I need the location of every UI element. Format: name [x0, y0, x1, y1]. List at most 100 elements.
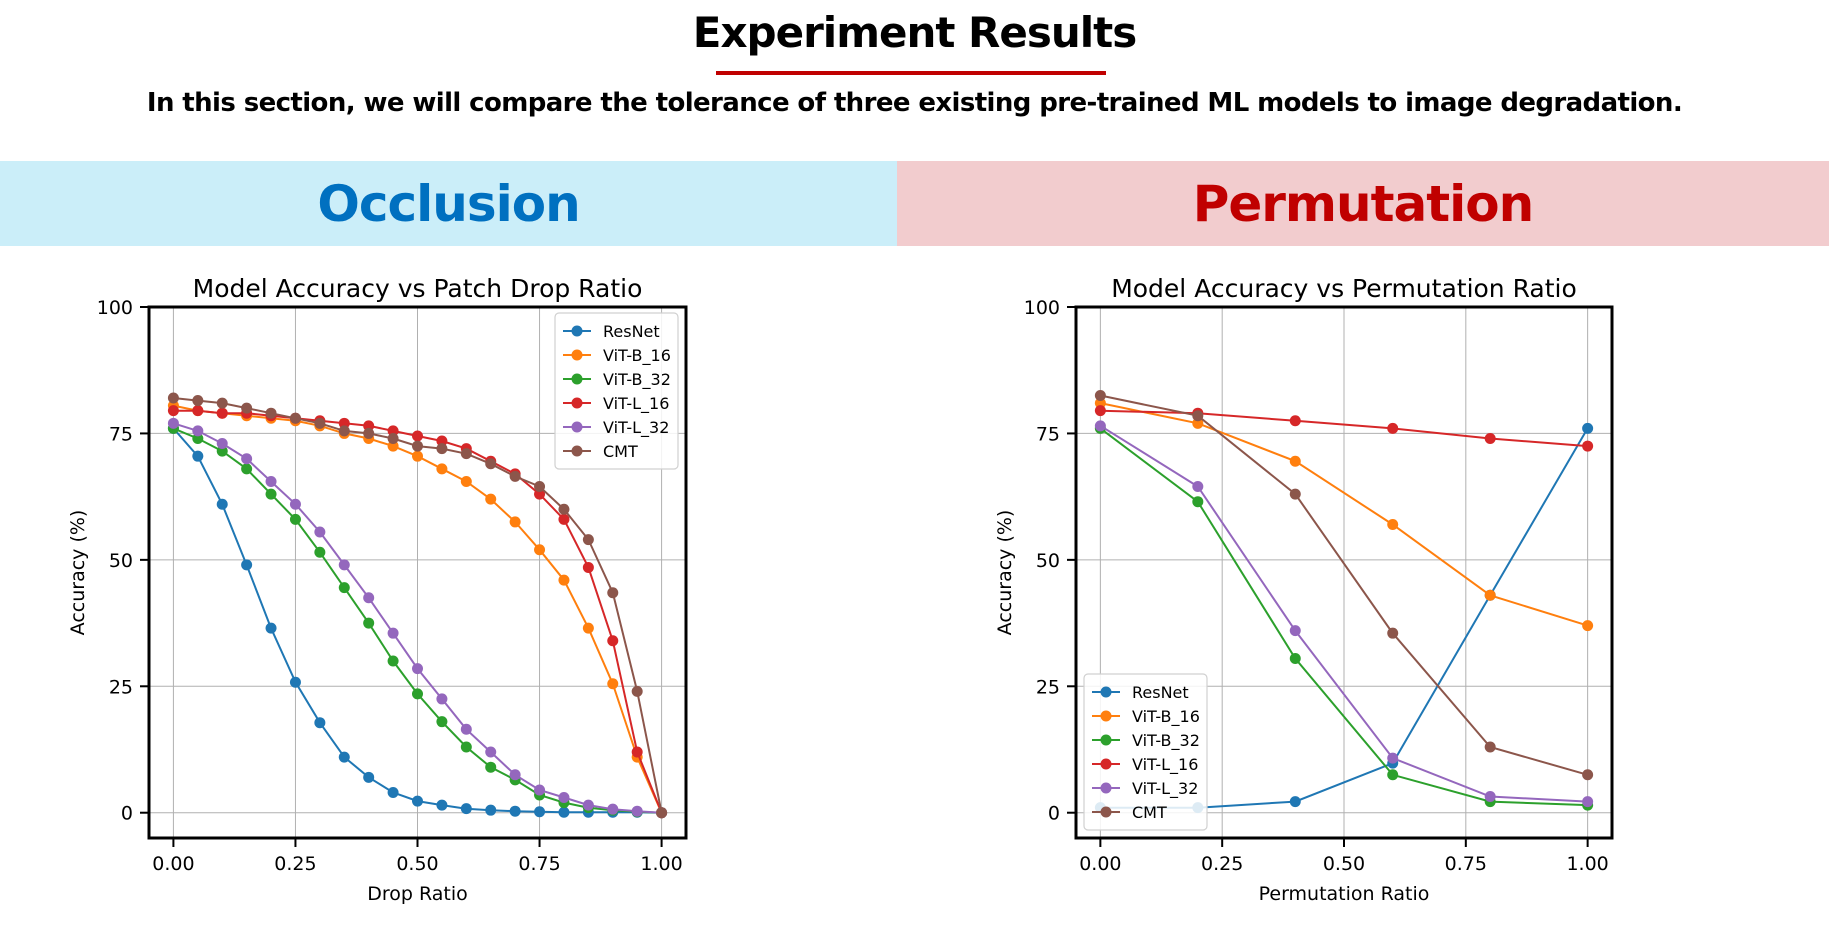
data-point-resnet: [1582, 422, 1594, 434]
data-point-resnet: [485, 804, 497, 816]
title-underline: [716, 71, 1106, 75]
data-point-resnet: [412, 795, 423, 807]
legend-label-cmt: CMT: [603, 442, 638, 461]
page-subtitle: In this section, we will compare the tol…: [146, 88, 1683, 118]
data-point-cmt: [607, 587, 619, 599]
y-tick-label: 75: [109, 423, 133, 445]
data-point-resnet: [509, 805, 521, 817]
data-point-vit-b_32: [485, 761, 497, 773]
legend-marker-vit-l_32: [1100, 782, 1112, 794]
legend-label-cmt: CMT: [1132, 803, 1167, 822]
data-point-vit-l_32: [289, 498, 301, 510]
data-point-vit-b_16: [607, 678, 619, 690]
data-point-vit-b_32: [241, 463, 253, 475]
data-point-cmt: [1094, 390, 1106, 401]
data-point-vit-l_16: [607, 635, 619, 647]
data-point-vit-l_32: [1094, 420, 1106, 432]
x-tick-label: 1.00: [1566, 853, 1608, 875]
data-point-vit-b_32: [216, 445, 228, 457]
data-point-cmt: [509, 470, 521, 482]
data-point-cmt: [485, 458, 497, 470]
legend-box: [554, 312, 679, 470]
data-point-vit-l_32: [485, 746, 497, 758]
data-point-vit-b_16: [558, 574, 570, 586]
data-point-vit-l_32: [241, 453, 253, 465]
data-point-resnet: [460, 803, 472, 815]
data-point-vit-l_16: [338, 417, 350, 429]
data-point-cmt: [216, 397, 228, 409]
data-point-vit-l_32: [412, 663, 423, 675]
page-title: Experiment Results: [692, 8, 1138, 57]
data-point-vit-l_16: [1387, 422, 1399, 434]
data-point-vit-l_16: [1484, 432, 1496, 444]
data-point-cmt: [631, 685, 643, 697]
legend-marker-resnet: [1100, 686, 1112, 698]
chart-patch-drop: 0.00 0.25 0.50 0.75 1.00 0 25 50 75 100 Model Accu…: [67, 274, 688, 905]
section-band-occlusion: Occlusion: [0, 161, 897, 246]
data-point-resnet: [363, 771, 375, 783]
data-point-vit-l_16: [192, 405, 204, 417]
legend: ResNet ViT-B_16 ViT-B_32 ViT-L_16 ViT-L_32 CM…: [554, 312, 679, 470]
legend-marker-vit-l_16: [1100, 758, 1112, 770]
data-point-vit-l_16: [582, 561, 594, 573]
data-point-cmt: [460, 448, 472, 460]
legend-label-vit-b_32: ViT-B_32: [603, 370, 671, 390]
data-point-vit-b_32: [1192, 496, 1204, 508]
x-tick-label: 0.75: [1445, 853, 1487, 875]
data-point-vit-l_16: [387, 425, 399, 437]
legend-label-vit-b_16: ViT-B_16: [603, 346, 671, 366]
data-point-resnet: [265, 622, 277, 634]
data-point-vit-l_32: [167, 417, 179, 429]
data-point-vit-b_32: [192, 432, 204, 444]
x-axis-label: Permutation Ratio: [1259, 883, 1430, 905]
legend-label-resnet: ResNet: [603, 322, 660, 341]
data-point-vit-b_16: [1094, 397, 1106, 409]
data-point-cmt: [387, 432, 399, 444]
data-point-resnet: [289, 676, 301, 688]
data-point-vit-b_16: [485, 493, 497, 505]
data-point-vit-b_32: [289, 513, 301, 525]
series-line-vit-b_32: [1099, 427, 1588, 807]
data-point-vit-l_32: [1289, 625, 1301, 637]
data-point-vit-l_32: [1192, 481, 1204, 493]
y-tick-label: 25: [1036, 676, 1060, 698]
legend-marker-vit-b_16: [1100, 710, 1112, 722]
section-label-permutation: Permutation: [1192, 174, 1535, 233]
data-point-cmt: [289, 412, 301, 424]
data-point-vit-b_16: [387, 440, 399, 452]
data-point-vit-l_32: [509, 769, 521, 781]
data-point-resnet: [387, 786, 399, 798]
data-point-vit-l_32: [436, 693, 448, 705]
legend-marker-vit-l_32: [571, 421, 583, 433]
data-point-resnet: [558, 806, 570, 818]
data-point-resnet: [338, 751, 350, 763]
data-point-vit-b_16: [534, 544, 546, 556]
chart-title: Model Accuracy vs Patch Drop Ratio: [193, 274, 643, 303]
data-point-vit-b_16: [1484, 589, 1496, 601]
legend-label-vit-l_32: ViT-L_32: [603, 418, 669, 438]
data-point-vit-l_32: [534, 784, 546, 796]
data-point-vit-l_32: [460, 723, 472, 735]
section-label-occlusion: Occlusion: [317, 174, 580, 233]
data-point-vit-l_32: [1484, 791, 1496, 803]
data-point-vit-l_32: [216, 438, 228, 450]
data-point-vit-l_32: [338, 559, 350, 571]
data-point-vit-b_16: [1192, 417, 1204, 429]
data-point-resnet: [1289, 796, 1301, 808]
y-axis-label: Accuracy (%): [67, 510, 89, 636]
data-point-resnet: [314, 717, 326, 729]
data-point-vit-l_32: [363, 592, 375, 604]
data-point-cmt: [1582, 769, 1594, 781]
data-point-cmt: [338, 425, 350, 437]
data-point-vit-b_32: [387, 655, 399, 667]
data-point-vit-l_32: [1582, 796, 1594, 808]
y-tick-label: 75: [1036, 423, 1060, 445]
data-point-vit-b_32: [1289, 652, 1301, 664]
data-point-cmt: [412, 440, 423, 452]
data-point-vit-l_32: [314, 526, 326, 538]
data-point-resnet: [192, 450, 204, 462]
chart-permutation: 0.00 0.25 0.50 0.75 1.00 0 25 50 75 100 Model Accu…: [994, 274, 1614, 905]
legend-marker-vit-b_32: [1100, 734, 1112, 746]
data-point-vit-b_16: [436, 463, 448, 475]
y-tick-label: 50: [109, 550, 133, 572]
